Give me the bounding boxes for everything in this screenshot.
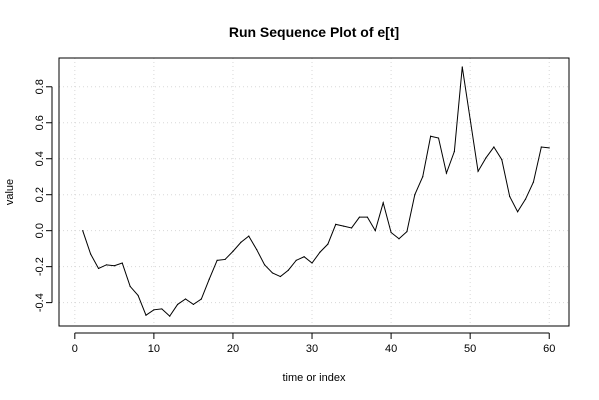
x-tick-label-5: 50 (464, 343, 476, 355)
chart-title: Run Sequence Plot of e[t] (229, 24, 399, 40)
data-point-11 (161, 308, 163, 310)
data-point-57 (524, 198, 527, 200)
data-point-5 (113, 265, 115, 267)
data-point-38 (374, 230, 376, 232)
data-point-37 (366, 216, 368, 218)
data-point-9 (145, 314, 147, 316)
data-point-23 (256, 248, 258, 251)
data-point-34 (343, 225, 345, 227)
data-point-21 (240, 241, 242, 243)
data-point-19 (224, 258, 226, 261)
data-point-54 (501, 159, 503, 161)
plot-frame (58, 57, 570, 327)
data-point-47 (445, 172, 448, 174)
data-point-49 (461, 66, 463, 68)
data-point-39 (382, 202, 384, 204)
data-point-27 (287, 269, 289, 271)
data-point-22 (248, 235, 250, 237)
data-point-13 (177, 303, 179, 306)
data-point-40 (390, 231, 392, 234)
data-point-25 (271, 272, 274, 274)
data-point-44 (422, 176, 424, 178)
data-point-56 (517, 211, 519, 213)
y-tick-label-1: -0.2 (34, 257, 46, 276)
data-point-14 (184, 298, 187, 300)
data-point-18 (216, 259, 218, 261)
data-point-29 (303, 256, 305, 258)
data-point-17 (208, 278, 210, 280)
data-point-33 (335, 223, 337, 225)
y-tick-label-4: 0.4 (34, 151, 46, 166)
data-point-51 (477, 170, 479, 172)
data-point-15 (192, 303, 195, 306)
data-point-28 (295, 259, 297, 261)
data-point-35 (350, 227, 353, 229)
y-tick-label-2: 0.0 (34, 223, 46, 238)
y-axis: -0.4 -0.2 0.0 0.2 0.4 0.6 0.8 (34, 79, 53, 312)
x-axis: 0 10 20 30 40 50 60 (72, 332, 555, 355)
data-point-32 (327, 243, 329, 245)
data-point-43 (414, 194, 416, 196)
data-point-2 (90, 253, 92, 255)
x-tick-label-0: 0 (72, 343, 78, 355)
x-axis-label: time or index (283, 372, 346, 384)
data-point-4 (105, 264, 108, 266)
data-point-46 (437, 137, 440, 139)
y-tick-label-3: 0.2 (34, 187, 46, 202)
data-point-48 (453, 150, 455, 153)
data-point-8 (137, 294, 139, 297)
data-point-16 (200, 298, 202, 300)
data-point-6 (121, 262, 123, 264)
data-point-36 (358, 216, 361, 218)
x-tick-label-2: 20 (227, 343, 239, 355)
y-axis-label: value (4, 179, 16, 205)
data-point-1 (82, 230, 84, 232)
data-point-59 (540, 146, 542, 148)
data-point-26 (279, 275, 281, 278)
data-point-3 (97, 267, 100, 270)
x-tick-label-6: 60 (543, 343, 555, 355)
x-tick-label-1: 10 (148, 343, 160, 355)
data-point-55 (509, 195, 511, 198)
data-point-30 (311, 262, 313, 264)
data-point-50 (469, 118, 471, 120)
x-tick-label-3: 30 (306, 343, 318, 355)
y-tick-label-6: 0.8 (34, 79, 46, 94)
data-point-24 (263, 264, 266, 266)
data-point-60 (548, 147, 550, 149)
y-tick-label-5: 0.6 (34, 115, 46, 130)
data-point-52 (485, 157, 487, 159)
data-point-42 (406, 230, 408, 233)
data-point-12 (169, 315, 171, 317)
data-point-7 (129, 285, 131, 288)
data-point-58 (532, 181, 535, 183)
x-tick-label-4: 40 (385, 343, 397, 355)
data-point-31 (319, 251, 321, 253)
data-point-10 (153, 309, 155, 311)
data-points (82, 66, 550, 317)
grid (59, 58, 569, 326)
data-point-41 (398, 238, 400, 240)
data-point-45 (430, 135, 432, 137)
data-point-20 (232, 250, 234, 252)
data-point-53 (493, 146, 495, 148)
series-line (82, 66, 550, 317)
y-tick-label-0: -0.4 (34, 293, 46, 312)
